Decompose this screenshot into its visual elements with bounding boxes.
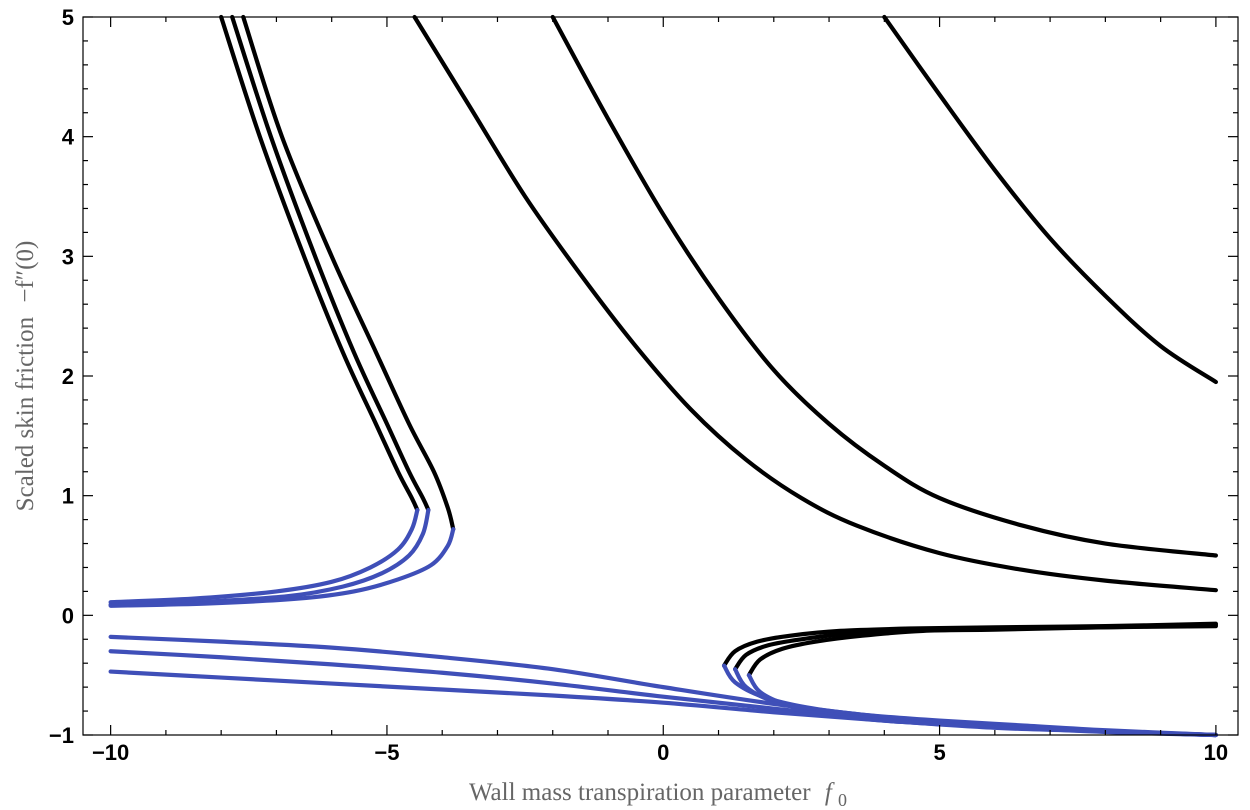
series-upper-curve-f0-4 <box>882 14 1218 385</box>
y-axis-title-text: Scaled skin friction <box>12 316 39 511</box>
series-upper-branch-right-3 <box>746 624 1218 678</box>
x-axis-title-symbol: f <box>825 779 835 806</box>
series-upper-curve-f0-neg4.5 <box>412 14 1218 593</box>
x-axis-title: Wall mass transpiration parameter f 0 <box>469 779 847 810</box>
y-tick-label: 5 <box>62 5 74 30</box>
y-tick-label: 1 <box>62 484 74 509</box>
y-tick-label: 4 <box>62 125 75 150</box>
y-tick-label: −1 <box>49 723 74 748</box>
y-axis-title: Scaled skin friction −f″(0) <box>12 241 39 512</box>
x-tick-label: −5 <box>374 740 399 765</box>
series-lower-curve-2 <box>108 649 1218 738</box>
y-tick-label: 2 <box>62 364 74 389</box>
series-lower-branch-3 <box>108 527 456 608</box>
x-axis-title-subscript: 0 <box>838 790 847 810</box>
x-tick-label: 10 <box>1204 740 1228 765</box>
x-tick-label: −10 <box>92 740 129 765</box>
series-upper-branch-1 <box>219 14 420 513</box>
x-axis-title-text: Wall mass transpiration parameter <box>469 779 811 806</box>
series-upper-branch-3 <box>241 14 456 532</box>
y-axis-title-symbol: −f″(0) <box>12 241 39 303</box>
series-upper-branch-2 <box>230 14 431 513</box>
series-lower-curve-3 <box>108 669 1218 738</box>
series-lower-branch-1 <box>108 507 420 605</box>
series-layer <box>108 14 1218 738</box>
y-tick-label: 3 <box>62 244 74 269</box>
series-lower-curve-1 <box>108 634 1218 738</box>
x-tick-label: 5 <box>933 740 945 765</box>
y-tick-label: 0 <box>62 603 74 628</box>
series-upper-curve-f0-neg2 <box>550 14 1218 558</box>
x-tick-label: 0 <box>657 740 669 765</box>
